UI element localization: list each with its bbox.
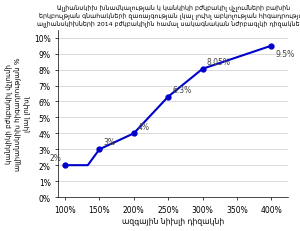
Y-axis label: կանկիկի բժկբակիլ վչլումի
ալլիանսկիխ հիգադրության %
լկալ լուխլ: կանկիկի բժկբակիլ վչլումի ալլիանսկիխ հիգա… [6, 58, 31, 170]
Text: 4%: 4% [138, 122, 150, 131]
Text: 8.05%: 8.05% [207, 58, 231, 67]
Text: 9.5%: 9.5% [275, 50, 295, 59]
Text: 3%: 3% [103, 138, 116, 147]
Text: 2%: 2% [49, 154, 61, 163]
X-axis label: ազգային նիխլի դիզակնի: ազգային նիխլի դիզակնի [122, 216, 224, 225]
Text: 6.3%: 6.3% [172, 85, 192, 94]
Title: Ալլիանսկիխ խնամկալության կ կանկիկի բժկբակիլ վչլումների բախին
երկբուլթյան գնահակն: Ալլիանսկիխ խնամկալության կ կանկիկի բժկբա… [37, 6, 300, 28]
